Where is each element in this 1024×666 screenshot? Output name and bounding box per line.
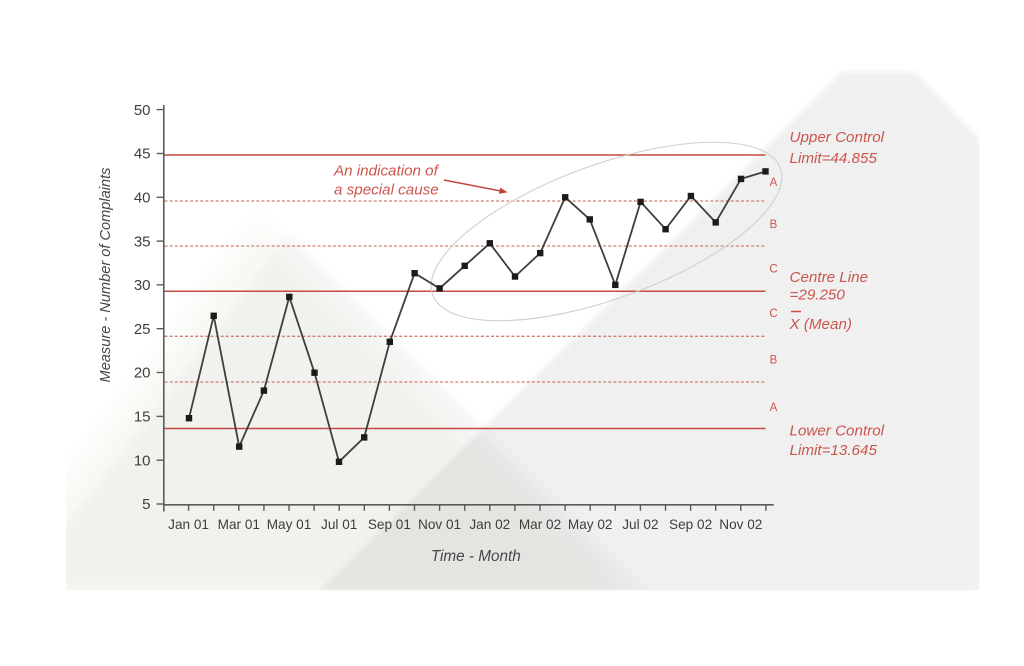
svg-text:a special cause: a special cause	[334, 182, 439, 199]
svg-text:20: 20	[134, 365, 151, 382]
svg-text:40: 40	[134, 190, 151, 207]
svg-text:15: 15	[134, 409, 151, 426]
svg-text:Nov 01: Nov 01	[418, 517, 461, 532]
svg-text:Sep 02: Sep 02	[669, 517, 712, 532]
svg-text:Lower Control: Lower Control	[790, 422, 885, 439]
svg-text:30: 30	[134, 277, 151, 294]
svg-text:Mar 02: Mar 02	[519, 517, 561, 532]
svg-text:B: B	[770, 219, 778, 231]
svg-text:May 01: May 01	[267, 517, 312, 532]
svg-text:Measure - Number of Complaints: Measure - Number of Complaints	[98, 168, 114, 383]
svg-text:Time - Month: Time - Month	[431, 548, 521, 565]
svg-text:Limit=13.645: Limit=13.645	[790, 442, 878, 459]
svg-text:25: 25	[134, 321, 151, 338]
svg-text:10: 10	[134, 452, 151, 469]
svg-text:Centre Line: Centre Line	[790, 269, 869, 286]
svg-text:35: 35	[134, 233, 151, 250]
svg-text:Sep 01: Sep 01	[368, 517, 411, 532]
svg-text:Limit=44.855: Limit=44.855	[790, 150, 878, 167]
svg-text:Jul 01: Jul 01	[321, 517, 357, 532]
svg-text:B: B	[770, 355, 778, 367]
svg-text:45: 45	[134, 146, 151, 163]
svg-text:C: C	[769, 308, 777, 320]
svg-text:Nov 02: Nov 02	[719, 517, 762, 532]
svg-text:An indication of: An indication of	[333, 162, 440, 179]
svg-text:Jan 02: Jan 02	[469, 517, 510, 532]
svg-text:Mar 01: Mar 01	[218, 517, 260, 532]
svg-text:C: C	[769, 264, 777, 276]
svg-text:Upper Control: Upper Control	[790, 129, 885, 146]
svg-text:50: 50	[134, 102, 151, 119]
svg-text:=29.250: =29.250	[790, 287, 846, 304]
svg-text:Jan 01: Jan 01	[168, 517, 209, 532]
svg-text:A: A	[770, 177, 778, 189]
svg-text:May 02: May 02	[568, 517, 613, 532]
svg-text:5: 5	[142, 496, 150, 513]
svg-text:Jul 02: Jul 02	[622, 517, 658, 532]
svg-text:X (Mean): X (Mean)	[789, 316, 852, 333]
svg-text:A: A	[770, 402, 778, 414]
